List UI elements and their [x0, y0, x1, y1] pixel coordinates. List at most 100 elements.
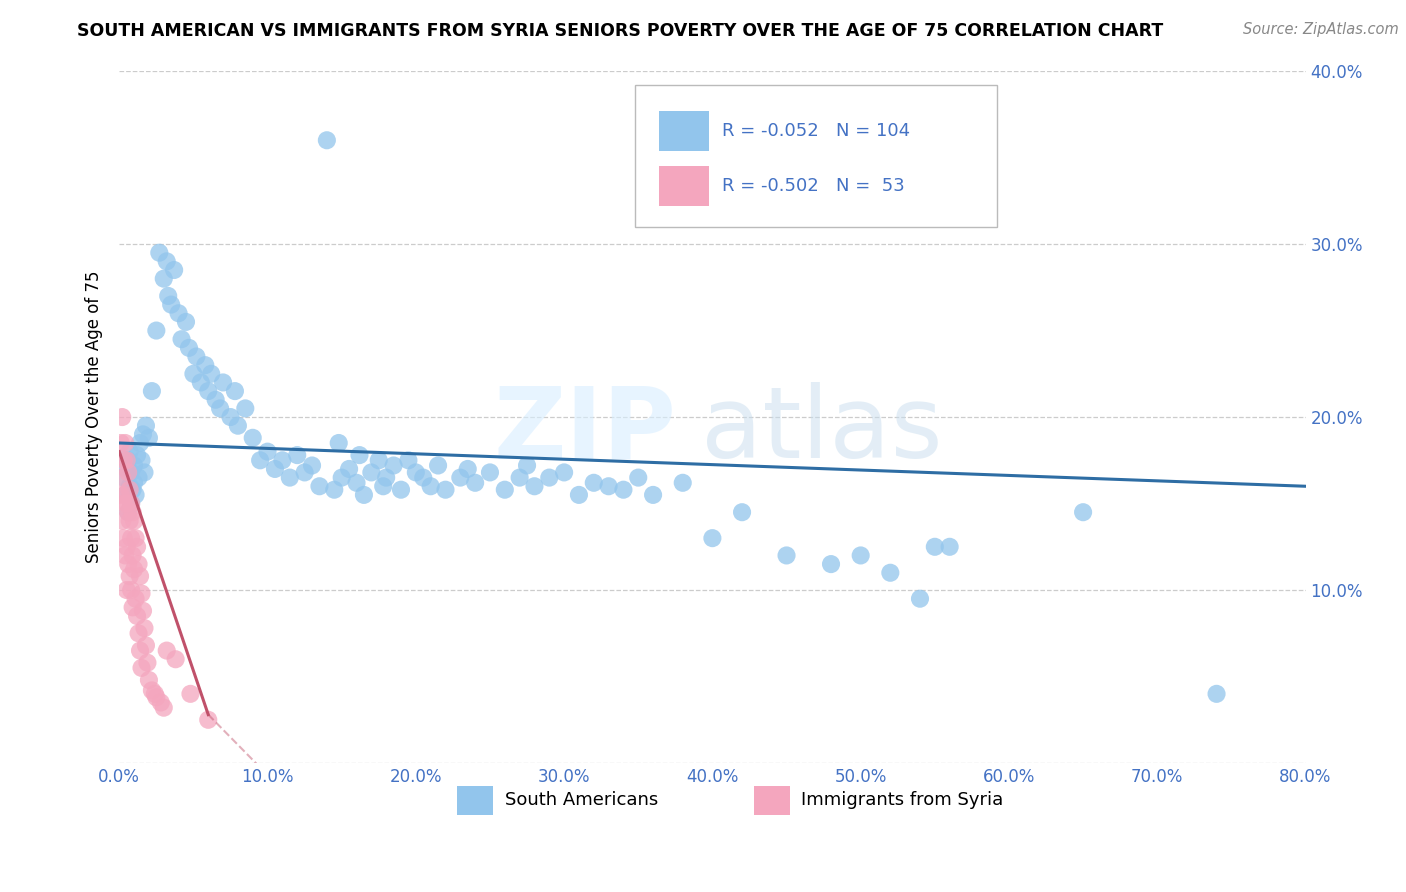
Point — [128, 626, 150, 640]
Point — [938, 540, 960, 554]
Point — [264, 462, 287, 476]
Point — [775, 549, 797, 563]
Point — [117, 505, 139, 519]
Text: SOUTH AMERICAN VS IMMIGRANTS FROM SYRIA SENIORS POVERTY OVER THE AGE OF 75 CORRE: SOUTH AMERICAN VS IMMIGRANTS FROM SYRIA … — [77, 22, 1164, 40]
Point — [457, 462, 479, 476]
Point — [197, 713, 219, 727]
Point — [118, 444, 141, 458]
Point — [242, 431, 264, 445]
Point — [598, 479, 620, 493]
Point — [672, 475, 695, 490]
Point — [115, 582, 138, 597]
Point — [382, 458, 405, 473]
Point — [194, 358, 217, 372]
Point — [156, 254, 179, 268]
Point — [294, 466, 316, 480]
Point — [115, 453, 138, 467]
Point — [145, 690, 167, 705]
Point — [509, 470, 531, 484]
Point — [412, 470, 434, 484]
Point — [125, 448, 148, 462]
Point — [112, 470, 135, 484]
Point — [120, 497, 142, 511]
Point — [120, 497, 142, 511]
Point — [449, 470, 471, 484]
Point — [121, 549, 143, 563]
Point — [128, 470, 150, 484]
Point — [131, 586, 153, 600]
Point — [129, 569, 152, 583]
Point — [405, 466, 427, 480]
Point — [117, 466, 139, 480]
Point — [128, 557, 150, 571]
Point — [183, 367, 205, 381]
FancyBboxPatch shape — [457, 786, 494, 815]
Point — [118, 479, 141, 493]
Point — [328, 436, 350, 450]
Point — [186, 350, 208, 364]
Point — [156, 643, 179, 657]
Point — [117, 453, 139, 467]
Point — [233, 401, 256, 416]
Point — [138, 431, 160, 445]
Point — [389, 483, 412, 497]
Point — [702, 531, 724, 545]
FancyBboxPatch shape — [636, 85, 997, 227]
Point — [627, 470, 650, 484]
Point — [323, 483, 346, 497]
FancyBboxPatch shape — [754, 786, 790, 815]
Point — [190, 376, 212, 390]
Point — [219, 410, 242, 425]
Point — [132, 604, 155, 618]
Point — [125, 540, 148, 554]
Point — [353, 488, 375, 502]
Point — [568, 488, 591, 502]
Point — [121, 505, 143, 519]
Point — [118, 483, 141, 497]
Point — [120, 466, 142, 480]
Point — [315, 133, 337, 147]
Point — [136, 656, 159, 670]
Text: South Americans: South Americans — [505, 791, 658, 809]
Point — [141, 683, 163, 698]
Point — [111, 470, 134, 484]
Text: ZIP: ZIP — [494, 383, 676, 479]
Point — [112, 453, 135, 467]
Text: R = -0.502   N =  53: R = -0.502 N = 53 — [721, 177, 904, 195]
Point — [145, 324, 167, 338]
Point — [820, 557, 842, 571]
Point — [121, 600, 143, 615]
Point — [226, 418, 249, 433]
Point — [122, 514, 145, 528]
Point — [152, 700, 174, 714]
Point — [120, 582, 142, 597]
Point — [367, 453, 389, 467]
Point — [118, 569, 141, 583]
Point — [908, 591, 931, 606]
Point — [141, 384, 163, 398]
Point — [112, 497, 135, 511]
Point — [434, 483, 457, 497]
Point — [117, 557, 139, 571]
Point — [427, 458, 450, 473]
Point — [124, 531, 146, 545]
Point — [419, 479, 441, 493]
Point — [122, 475, 145, 490]
Point — [121, 483, 143, 497]
Point — [285, 448, 308, 462]
Point — [330, 470, 353, 484]
Point — [138, 673, 160, 687]
Point — [122, 458, 145, 473]
Point — [115, 540, 138, 554]
Point — [118, 514, 141, 528]
Point — [478, 466, 501, 480]
Point — [373, 479, 395, 493]
Point — [122, 562, 145, 576]
Point — [924, 540, 946, 554]
Point — [464, 475, 486, 490]
Point — [360, 466, 382, 480]
Point — [149, 696, 172, 710]
Point — [256, 444, 278, 458]
Point — [278, 470, 301, 484]
Point — [110, 488, 132, 502]
